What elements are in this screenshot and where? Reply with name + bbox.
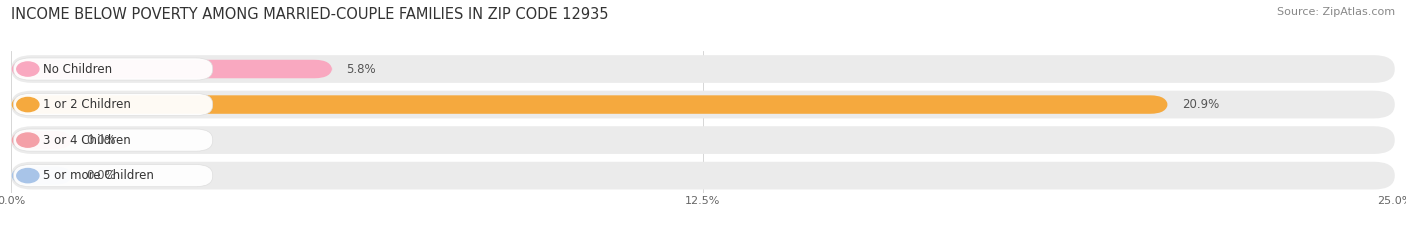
FancyBboxPatch shape (14, 164, 212, 187)
Text: 3 or 4 Children: 3 or 4 Children (44, 134, 131, 147)
FancyBboxPatch shape (11, 91, 1395, 118)
Text: INCOME BELOW POVERTY AMONG MARRIED-COUPLE FAMILIES IN ZIP CODE 12935: INCOME BELOW POVERTY AMONG MARRIED-COUPL… (11, 7, 609, 22)
Text: 5.8%: 5.8% (346, 62, 375, 75)
Text: 5 or more Children: 5 or more Children (44, 169, 155, 182)
FancyBboxPatch shape (14, 58, 212, 80)
Text: 1 or 2 Children: 1 or 2 Children (44, 98, 131, 111)
Circle shape (17, 168, 39, 183)
FancyBboxPatch shape (11, 126, 1395, 154)
FancyBboxPatch shape (11, 55, 1395, 83)
Text: Source: ZipAtlas.com: Source: ZipAtlas.com (1277, 7, 1395, 17)
Text: 20.9%: 20.9% (1181, 98, 1219, 111)
Circle shape (17, 62, 39, 76)
Text: 0.0%: 0.0% (86, 169, 115, 182)
FancyBboxPatch shape (11, 95, 1168, 114)
FancyBboxPatch shape (11, 162, 1395, 189)
Circle shape (17, 133, 39, 147)
FancyBboxPatch shape (14, 129, 212, 151)
FancyBboxPatch shape (11, 166, 72, 185)
FancyBboxPatch shape (11, 60, 332, 78)
FancyBboxPatch shape (11, 131, 72, 149)
Text: No Children: No Children (44, 62, 112, 75)
Text: 0.0%: 0.0% (86, 134, 115, 147)
Circle shape (17, 97, 39, 112)
FancyBboxPatch shape (14, 93, 212, 116)
